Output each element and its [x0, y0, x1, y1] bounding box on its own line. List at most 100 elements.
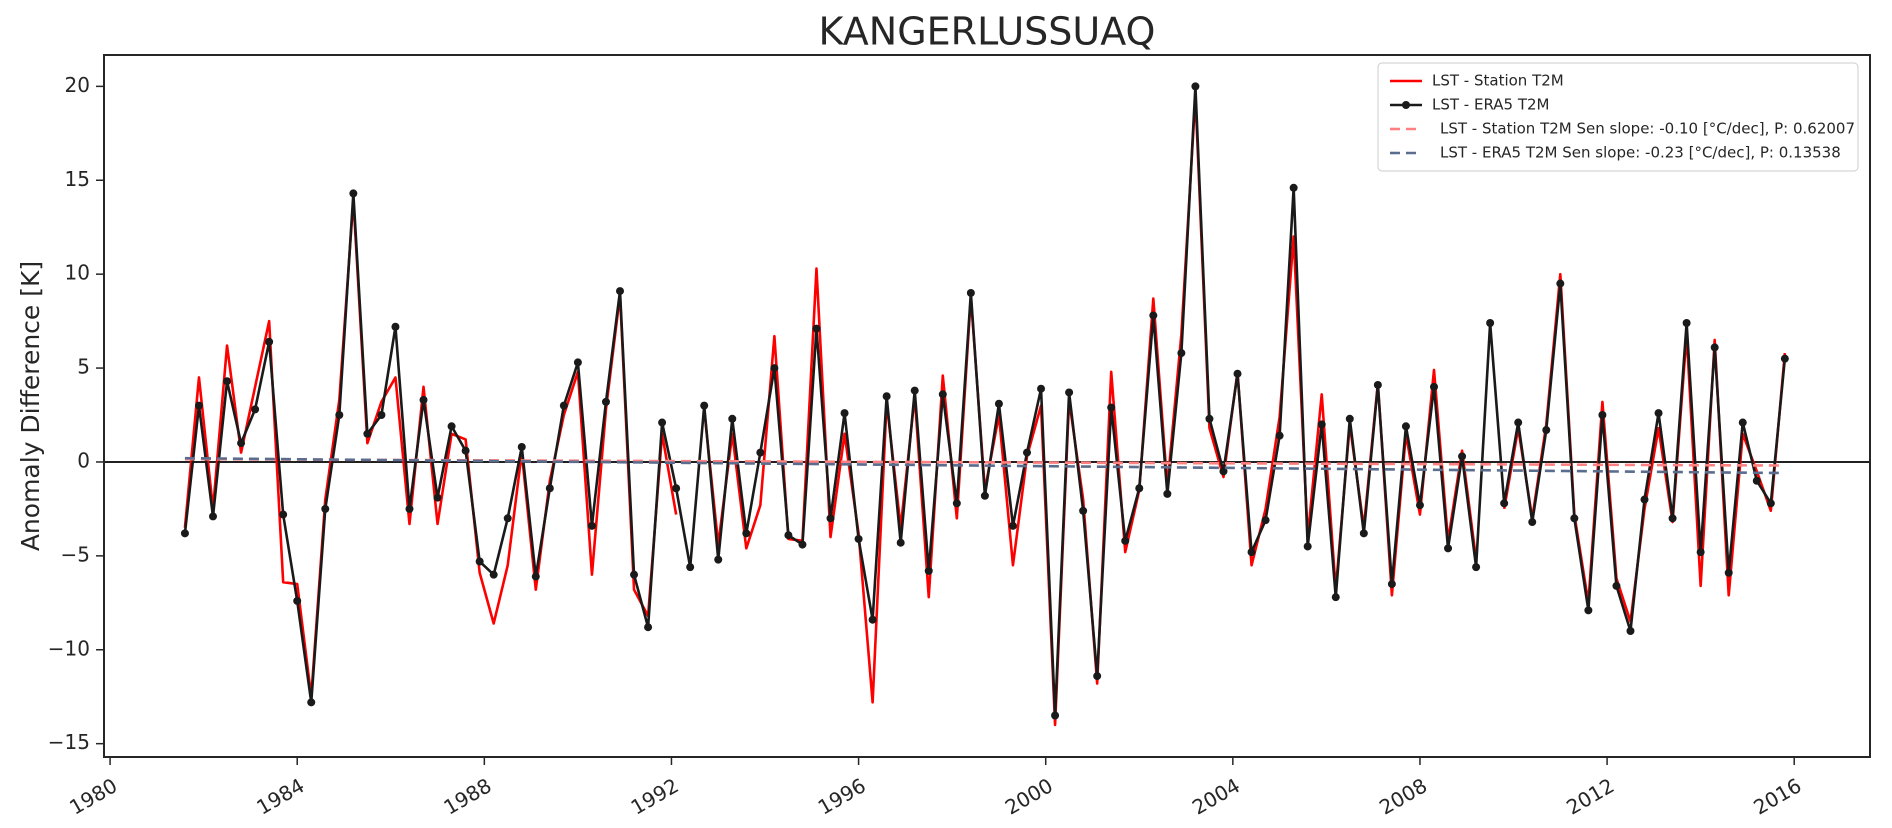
x-tick-label: 1996	[814, 773, 870, 819]
data-point	[658, 418, 667, 427]
trend-line	[184, 457, 1785, 467]
data-point	[644, 623, 653, 632]
data-point	[1668, 514, 1677, 523]
data-point	[1626, 626, 1635, 635]
data-point	[1107, 403, 1116, 412]
data-point	[1612, 581, 1621, 590]
data-point	[630, 570, 639, 579]
data-point	[503, 514, 512, 523]
data-point	[1640, 495, 1649, 504]
data-point	[910, 386, 919, 395]
legend-box	[1377, 62, 1859, 172]
data-point	[461, 446, 470, 455]
legend: LST - Station T2M LST - ERA5 T2M LST - Sta…	[1377, 62, 1859, 172]
data-point	[980, 491, 989, 500]
data-point	[882, 392, 891, 401]
x-tick-label: 1980	[65, 773, 121, 819]
legend-label: LST - Station T2M	[1432, 72, 1564, 90]
data-point	[419, 395, 428, 404]
data-point	[1528, 518, 1537, 527]
data-point	[1219, 467, 1228, 476]
y-axis-label: Anomaly Difference [K]	[16, 261, 45, 551]
chart-title: KANGERLUSSUAQ	[819, 10, 1156, 54]
data-point	[1696, 548, 1705, 557]
data-point	[1500, 499, 1509, 508]
data-point	[1486, 318, 1495, 327]
data-point	[335, 411, 344, 420]
data-point	[1177, 349, 1186, 358]
data-point	[756, 448, 765, 457]
data-point	[826, 514, 835, 523]
data-point	[545, 484, 554, 493]
data-point	[223, 377, 232, 386]
data-point	[1247, 548, 1256, 557]
data-point	[1093, 672, 1102, 681]
data-point	[1289, 183, 1298, 192]
data-point	[194, 401, 203, 410]
data-point	[363, 429, 372, 438]
data-point	[391, 322, 400, 331]
data-point	[672, 484, 681, 493]
data-point	[573, 358, 582, 367]
data-point	[812, 324, 821, 333]
data-point	[265, 337, 274, 346]
plot-frame	[103, 54, 1871, 758]
data-point	[700, 401, 709, 410]
data-point	[1261, 516, 1270, 525]
data-point	[784, 531, 793, 540]
data-point	[321, 504, 330, 513]
data-point	[1135, 484, 1144, 493]
x-tick-label: 1992	[627, 773, 683, 819]
data-point	[517, 442, 526, 451]
data-point	[405, 504, 414, 513]
data-point	[1051, 711, 1060, 720]
y-tick-label: 10	[65, 261, 90, 285]
data-point	[938, 390, 947, 399]
y-tick-label: −15	[48, 730, 90, 754]
data-point	[1724, 568, 1733, 577]
data-point	[1556, 279, 1565, 288]
data-point	[1079, 506, 1088, 515]
y-tick-label: −5	[61, 542, 90, 566]
data-point	[966, 288, 975, 297]
data-point	[1401, 422, 1410, 431]
data-point	[1373, 380, 1382, 389]
legend-marker	[1402, 101, 1410, 109]
y-tick-label: 0	[77, 448, 90, 472]
data-point	[1458, 452, 1467, 461]
data-point	[868, 615, 877, 624]
x-tick-label: 2004	[1188, 773, 1244, 819]
data-point	[531, 572, 540, 581]
data-point	[1710, 343, 1719, 352]
data-point	[1570, 514, 1579, 523]
x-tick-label: 2000	[1001, 773, 1057, 819]
data-point	[1780, 354, 1789, 363]
data-point	[209, 512, 218, 521]
data-point	[1682, 318, 1691, 327]
data-point	[615, 287, 624, 296]
data-point	[742, 529, 751, 538]
data-point	[1752, 476, 1761, 485]
data-point	[1065, 388, 1074, 397]
x-tick-label: 2012	[1562, 773, 1618, 819]
data-point	[994, 399, 1003, 408]
data-point	[1514, 418, 1523, 427]
x-tick-label: 2008	[1375, 773, 1431, 819]
data-point	[587, 521, 596, 530]
data-point	[924, 566, 933, 575]
data-point	[1359, 529, 1368, 538]
data-point	[1415, 501, 1424, 510]
data-point	[251, 405, 260, 414]
trend-line	[184, 456, 1785, 475]
y-tick-label: −10	[48, 636, 90, 660]
data-point	[1766, 499, 1775, 508]
data-point	[1163, 489, 1172, 498]
data-point	[1345, 414, 1354, 423]
data-point	[1738, 418, 1747, 427]
legend-label: LST - ERA5 T2M Sen slope: -0.23 [°C/dec]…	[1440, 144, 1841, 162]
data-point	[293, 596, 302, 605]
data-point	[770, 364, 779, 373]
data-point	[1542, 426, 1551, 435]
data-point	[1275, 431, 1284, 440]
